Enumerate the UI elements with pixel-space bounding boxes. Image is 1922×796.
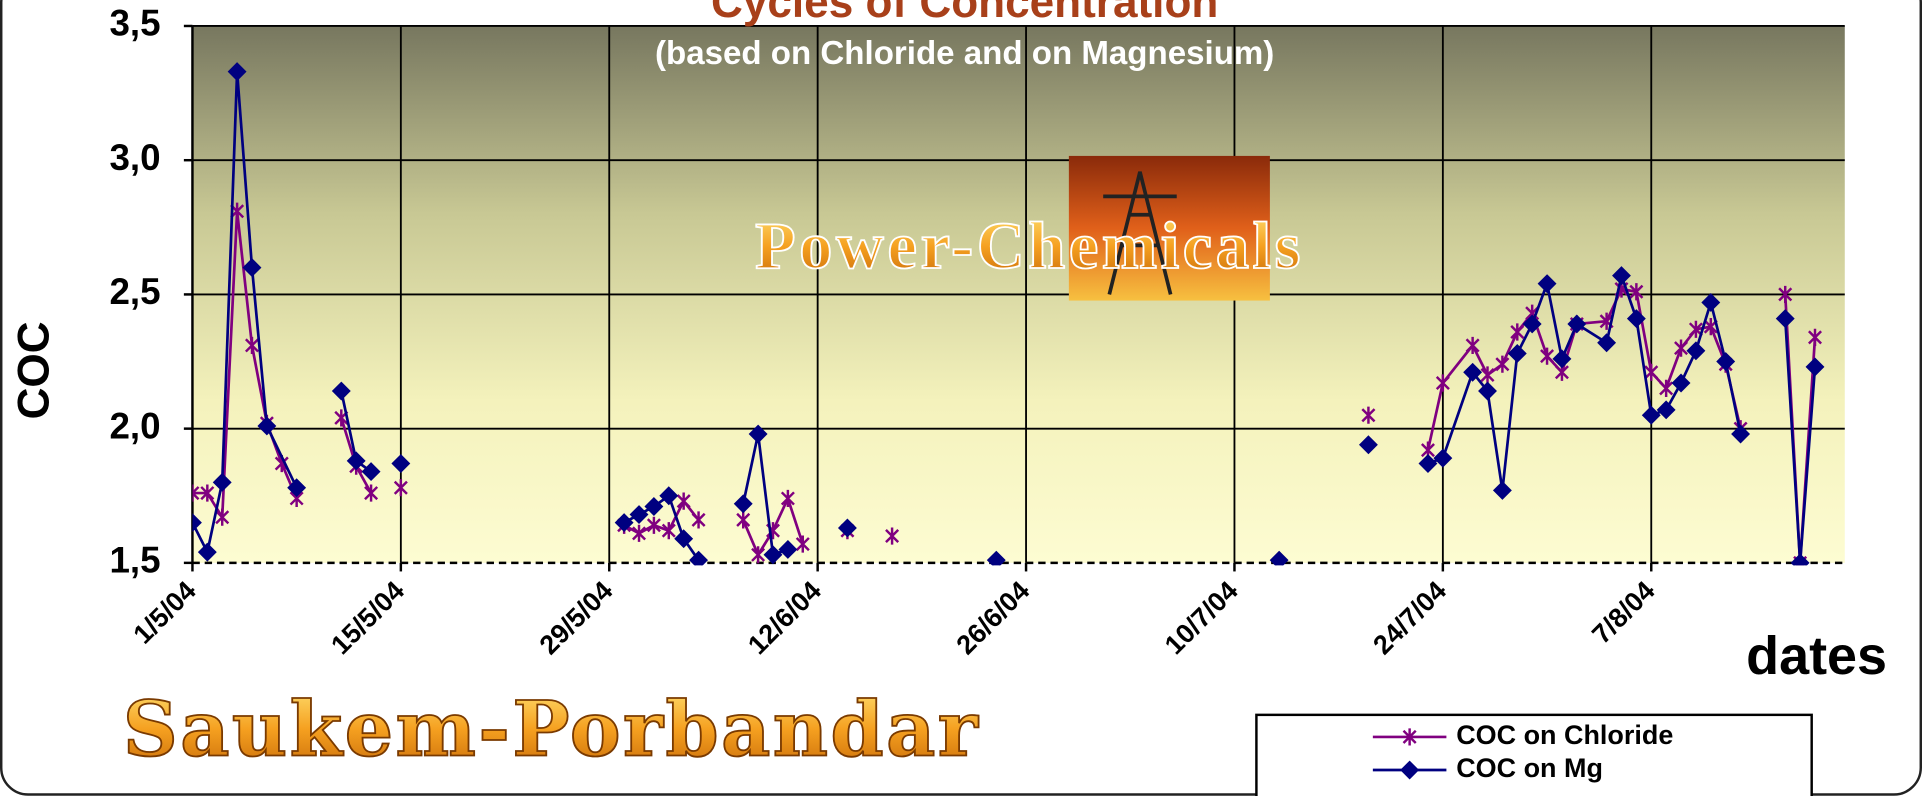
chart-title: Cycles of Concentration bbox=[711, 0, 1218, 27]
x-tick-label: 12/6/04 bbox=[742, 575, 827, 660]
x-axis-title: dates bbox=[1746, 626, 1887, 686]
y-tick-label: 3,0 bbox=[109, 137, 160, 178]
y-axis-title: COC bbox=[9, 321, 58, 419]
watermark-text: Saukem-Porbandar bbox=[123, 685, 980, 774]
x-tick-label: 15/5/04 bbox=[325, 575, 410, 660]
chart-subtitle: (based on Chloride and on Magnesium) bbox=[655, 35, 1274, 72]
x-tick-label: 1/5/04 bbox=[128, 575, 202, 649]
x-tick-label: 24/7/04 bbox=[1367, 575, 1452, 660]
x-tick-label: 26/6/04 bbox=[951, 575, 1036, 660]
legend-label: COC on Chloride bbox=[1456, 720, 1673, 750]
y-tick-label: 1,5 bbox=[109, 540, 160, 581]
y-tick-label: 2,0 bbox=[109, 405, 160, 446]
x-tick-label: 10/7/04 bbox=[1159, 575, 1244, 660]
y-tick-label: 2,5 bbox=[109, 271, 160, 312]
x-tick-label: 29/5/04 bbox=[534, 575, 619, 660]
y-tick-label: 3,5 bbox=[109, 3, 160, 44]
chart: 1,5 2,0 2,5 3,0 3,5 1/5/04 15/5/04 29/5/04 12/6/… bbox=[0, 0, 1922, 796]
legend-label: COC on Mg bbox=[1456, 753, 1603, 783]
x-tick-label: 7/8/04 bbox=[1586, 575, 1660, 649]
logo-text: Power-Chemicals bbox=[755, 210, 1304, 283]
